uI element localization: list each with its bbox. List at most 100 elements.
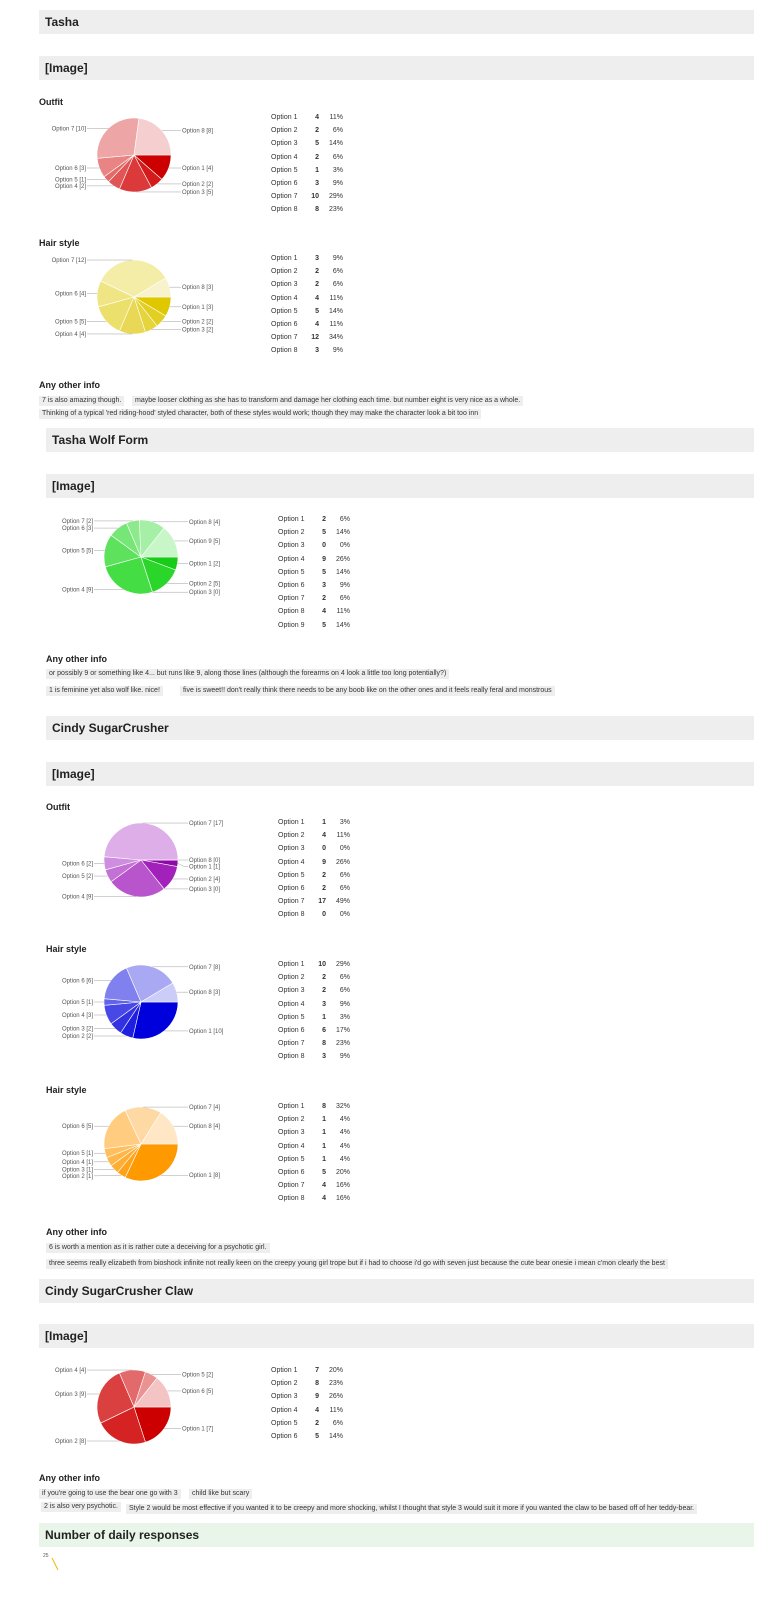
- option-count: 2: [315, 268, 319, 276]
- option-percent: 6%: [339, 516, 350, 523]
- option-label: Option 4: [278, 555, 305, 563]
- table-row: Option 5 5 14%: [278, 566, 358, 579]
- option-count: 4: [315, 294, 319, 302]
- pie-leader-line: [94, 1175, 122, 1177]
- option-label: Option 5: [271, 166, 298, 174]
- pie-slice-6: [133, 1377, 172, 1408]
- option-percent: 0%: [339, 845, 350, 853]
- table-row: Option 4 3 9%: [278, 998, 358, 1011]
- pie-slice-label: Option 4 [9]: [62, 895, 93, 901]
- pie-slice-label: Option 4 [2]: [55, 184, 86, 190]
- pie-chart-cindy-hair-2: Option 7 [4] Option 8 [4] Option 1 [8] Opti…: [62, 1105, 220, 1182]
- option-count: 2: [322, 974, 326, 982]
- response-text: maybe looser clothing as she has to tran…: [132, 396, 524, 406]
- pie-slice-label: Option 8 [0]: [189, 858, 220, 864]
- option-count: 5: [315, 307, 319, 315]
- pie-slice-label: Option 5 [2]: [182, 1372, 213, 1378]
- option-label: Option 3: [271, 140, 298, 148]
- option-label: Option 6: [278, 1026, 305, 1034]
- table-row: Option 8 3 9%: [271, 344, 351, 357]
- option-count: 3: [322, 1053, 326, 1061]
- option-percent: 11%: [329, 320, 344, 328]
- option-percent: 9%: [332, 179, 343, 187]
- option-label: Option 8: [278, 608, 305, 616]
- table-row: Option 5 2 6%: [271, 1417, 351, 1430]
- table-row: Option 8 8 23%: [271, 203, 351, 216]
- option-percent: 6%: [339, 595, 350, 603]
- results-table-cindy-hair-2: Option 1 8 32% Option 2 1 4% Option 3 1 4% Option…: [278, 1100, 358, 1206]
- option-percent: 29%: [335, 961, 350, 968]
- pie-slice-label: Option 4 [9]: [62, 588, 93, 594]
- option-percent: 6%: [332, 1419, 343, 1427]
- results-table-tasha-hair: Option 1 3 9% Option 2 2 6% Option 3 2 6% Option …: [271, 252, 351, 358]
- pie-slice-label: Option 3 [0]: [189, 887, 220, 893]
- option-count: 8: [315, 1380, 319, 1388]
- option-count: 12: [311, 334, 319, 342]
- option-count: 1: [322, 1142, 326, 1150]
- option-percent: 11%: [329, 1406, 344, 1414]
- pie-chart-wolf-form: Option 8 [4] Option 9 [5] Option 1 [2] Opti…: [62, 519, 220, 596]
- option-label: Option 4: [278, 1142, 305, 1150]
- option-percent: 14%: [335, 621, 350, 629]
- option-percent: 6%: [332, 268, 343, 276]
- pie-slice-label: Option 7 [17]: [189, 821, 224, 827]
- option-label: Option 8: [278, 1195, 305, 1203]
- option-label: Option 8: [271, 206, 298, 214]
- pie-slice-label: Option 5 [5]: [62, 548, 93, 554]
- option-label: Option 2: [278, 832, 305, 840]
- option-count: 0: [322, 911, 326, 919]
- option-percent: 14%: [335, 529, 350, 537]
- pie-slice-label: Option 6 [4]: [55, 292, 86, 298]
- option-label: Option 9: [278, 621, 305, 629]
- option-count: 1: [322, 1013, 326, 1021]
- table-row: Option 4 1 4%: [278, 1140, 358, 1153]
- table-row: Option 2 4 11%: [278, 829, 358, 842]
- table-row: Option 7 12 34%: [271, 331, 351, 344]
- table-row: Option 6 2 6%: [278, 882, 358, 895]
- pie-slice-label: Option 1 [8]: [189, 1173, 220, 1179]
- section-title-cindy-claw: Cindy SugarCrusher Claw: [39, 1279, 754, 1303]
- option-label: Option 3: [278, 542, 305, 550]
- table-row: Option 1 2 6%: [278, 513, 358, 526]
- pie-slice-9: [140, 527, 179, 558]
- pie-slice-label: Option 6 [6]: [62, 978, 93, 984]
- pie-slice-label: Option 1 [3]: [182, 305, 213, 311]
- option-percent: 14%: [328, 307, 343, 315]
- option-label: Option 3: [271, 1393, 298, 1401]
- option-count: 2: [315, 153, 319, 161]
- response-text: 1 is feminine yet also wolf like. nice!: [46, 686, 163, 696]
- option-label: Option 8: [278, 1053, 305, 1061]
- option-percent: 4%: [339, 1142, 350, 1150]
- option-label: Option 6: [278, 1168, 305, 1176]
- option-label: Option 3: [271, 281, 298, 289]
- table-row: Option 2 8 23%: [271, 1377, 351, 1390]
- table-row: Option 3 0 0%: [278, 842, 358, 855]
- option-count: 4: [315, 320, 319, 328]
- pie-slice-label: Option 1 [2]: [189, 562, 220, 568]
- pie-slice-1: [133, 1406, 172, 1443]
- table-row: Option 8 4 11%: [278, 605, 358, 618]
- table-row: Option 2 2 6%: [278, 971, 358, 984]
- pie-slice-label: Option 3 [0]: [189, 590, 220, 596]
- option-label: Option 5: [271, 1419, 298, 1427]
- pie-slice-label: Option 7 [8]: [189, 965, 220, 971]
- option-label: Option 2: [271, 127, 298, 135]
- option-percent: 23%: [328, 206, 343, 214]
- option-count: 1: [322, 1155, 326, 1163]
- option-percent: 26%: [335, 555, 350, 563]
- table-row: Option 3 0 0%: [278, 539, 358, 552]
- option-count: 7: [315, 1367, 319, 1374]
- table-row: Option 4 4 11%: [271, 292, 351, 305]
- table-row: Option 4 2 6%: [271, 151, 351, 164]
- table-row: Option 6 5 20%: [278, 1166, 358, 1179]
- section-title-tasha: Tasha: [39, 10, 754, 34]
- response-text: 6 is worth a mention as it is rather cut…: [46, 1243, 270, 1253]
- option-count: 2: [322, 516, 326, 523]
- section-title-tasha-wolf-form: Tasha Wolf Form: [46, 428, 754, 452]
- option-count: 4: [315, 1406, 319, 1414]
- section-title-daily-responses: Number of daily responses: [39, 1523, 754, 1547]
- table-row: Option 9 5 14%: [278, 619, 358, 632]
- option-count: 4: [322, 832, 326, 840]
- option-label: Option 1: [271, 114, 298, 121]
- pie-slice-label: Option 3 [2]: [182, 328, 213, 334]
